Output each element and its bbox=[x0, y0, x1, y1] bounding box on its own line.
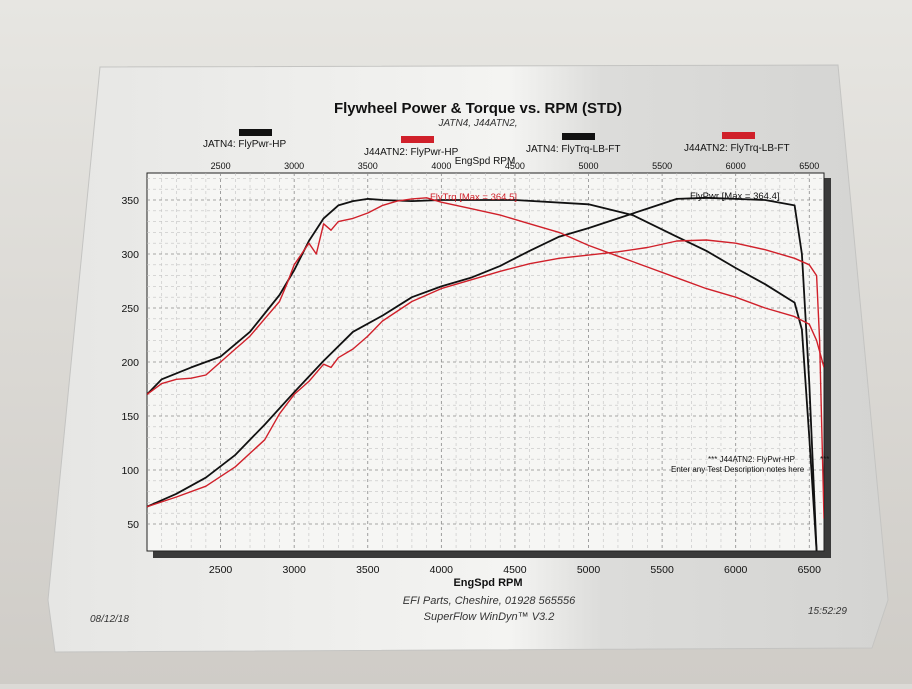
x-tick-label-top: 6000 bbox=[726, 161, 746, 171]
chart-title: Flywheel Power & Torque vs. RPM (STD) bbox=[334, 100, 622, 117]
legend-swatch-j44atn2-trq bbox=[722, 132, 755, 139]
legend-swatch-j44atn2-pwr bbox=[401, 136, 434, 143]
legend-swatch-jatn4-pwr bbox=[239, 129, 272, 136]
series-line-jatn4-flypwr-hp bbox=[147, 196, 818, 551]
legend-label-j44atn2-pwr: J44ATN2: FlyPwr-HP bbox=[364, 147, 459, 158]
x-axis-ticks-top: 2500 3000 3500 4000 4500 5000 5500 6000 6500 bbox=[211, 161, 820, 171]
legend-label-jatn4-pwr: JATN4: FlyPwr-HP bbox=[203, 139, 286, 150]
torque-max-annotation: FlyTrq [Max = 364.5] bbox=[430, 192, 517, 203]
x-tick-label-bottom: 5000 bbox=[577, 564, 601, 576]
y-axis-ticks: 50 100 150 200 250 300 350 bbox=[121, 195, 139, 531]
y-tick-label: 200 bbox=[121, 357, 139, 369]
y-tick-label: 300 bbox=[121, 249, 139, 261]
footer-company: EFI Parts, Cheshire, 01928 565556 bbox=[403, 595, 576, 607]
x-tick-label-top: 3000 bbox=[284, 161, 304, 171]
y-tick-label: 350 bbox=[121, 195, 139, 207]
x-tick-label-bottom: 2500 bbox=[209, 564, 233, 576]
y-tick-label: 50 bbox=[127, 519, 139, 531]
power-max-annotation: FlyPwr [Max = 364.4] bbox=[690, 191, 780, 202]
x-tick-label-top: 4500 bbox=[505, 161, 525, 171]
legend-label-jatn4-trq: JATN4: FlyTrq-LB-FT bbox=[526, 144, 620, 155]
x-tick-label-bottom: 6000 bbox=[724, 564, 748, 576]
x-tick-label-top: 5500 bbox=[652, 161, 672, 171]
x-tick-label-top: 2500 bbox=[211, 161, 231, 171]
y-tick-label: 250 bbox=[121, 303, 139, 315]
series-line-j44atn2-flytrq-lb-ft bbox=[147, 197, 824, 395]
legend: JATN4: FlyPwr-HP J44ATN2: FlyPwr-HP JATN… bbox=[203, 129, 790, 158]
x-axis-top-label: EngSpd RPM bbox=[455, 156, 516, 167]
x-tick-label-bottom: 4000 bbox=[430, 564, 454, 576]
series-layer bbox=[147, 196, 824, 551]
chart-subtitle: JATN4, J44ATN2, bbox=[437, 118, 517, 129]
x-tick-label-bottom: 4500 bbox=[503, 564, 527, 576]
footer-software: SuperFlow WinDyn™ V3.2 bbox=[424, 611, 555, 623]
x-tick-label-bottom: 6500 bbox=[798, 564, 822, 576]
footer-time: 15:52:29 bbox=[808, 606, 847, 617]
note-description: Enter any Test Description notes here bbox=[671, 465, 805, 474]
y-tick-label: 100 bbox=[121, 465, 139, 477]
x-tick-label-bottom: 3000 bbox=[282, 564, 306, 576]
x-tick-label-top: 5000 bbox=[579, 161, 599, 171]
grid bbox=[147, 173, 824, 551]
y-tick-label: 150 bbox=[121, 411, 139, 423]
legend-label-j44atn2-trq: J44ATN2: FlyTrq-LB-FT bbox=[684, 143, 790, 154]
x-tick-label-top: 6500 bbox=[799, 161, 819, 171]
note-stars: *** bbox=[820, 455, 829, 464]
x-axis-ticks-bottom: 2500 3000 3500 4000 4500 5000 5500 6000 6500 bbox=[209, 564, 821, 576]
x-axis-label: EngSpd RPM bbox=[453, 577, 522, 589]
x-tick-label-top: 4000 bbox=[431, 161, 451, 171]
footer-date: 08/12/18 bbox=[90, 614, 129, 625]
note-series-label: *** J44ATN2: FlyPwr-HP bbox=[708, 455, 795, 464]
x-tick-label-bottom: 3500 bbox=[356, 564, 380, 576]
legend-swatch-jatn4-trq bbox=[562, 133, 595, 140]
series-line-j44atn2-flypwr-hp bbox=[147, 239, 824, 519]
x-tick-label-bottom: 5500 bbox=[650, 564, 674, 576]
x-tick-label-top: 3500 bbox=[358, 161, 378, 171]
